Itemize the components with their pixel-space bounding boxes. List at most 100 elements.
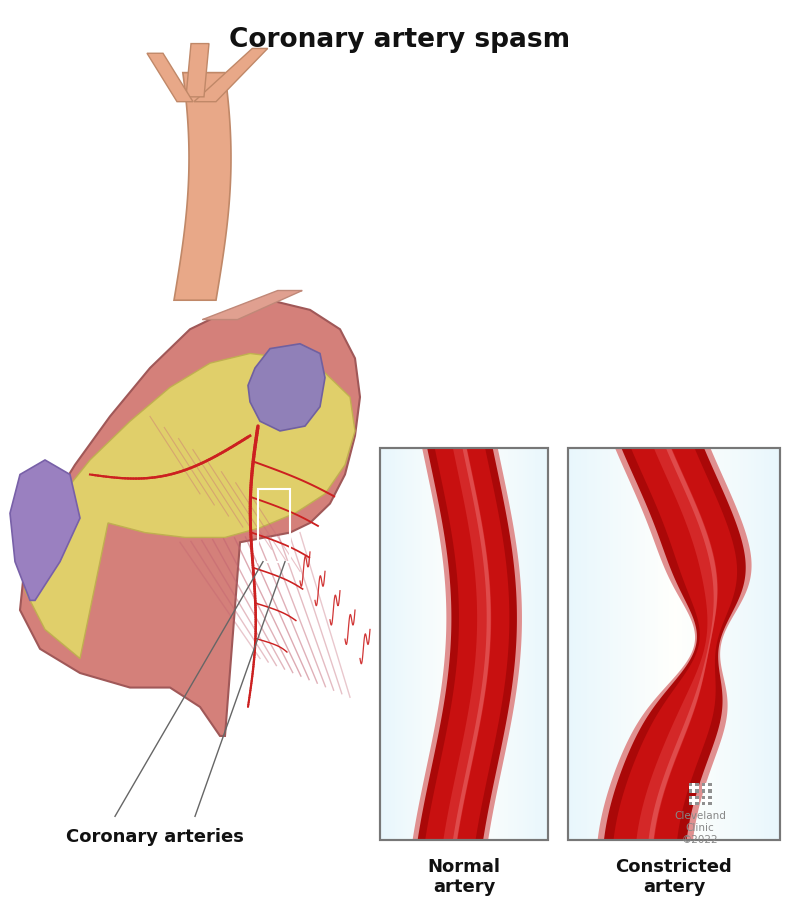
Bar (411, 449, 414, 840)
Text: Coronary arteries: Coronary arteries (66, 828, 244, 846)
Bar (702, 796, 711, 806)
Bar (748, 449, 752, 840)
Bar (626, 449, 630, 840)
Bar (447, 449, 450, 840)
Bar (401, 449, 404, 840)
Bar (735, 449, 738, 840)
Bar (470, 449, 474, 840)
Bar (386, 449, 390, 840)
Bar (584, 449, 587, 840)
Bar (430, 449, 434, 840)
Bar (740, 449, 744, 840)
Bar (616, 449, 619, 840)
Text: Constricted
artery: Constricted artery (616, 858, 732, 896)
Polygon shape (147, 53, 193, 102)
Bar (592, 449, 595, 840)
Bar (428, 449, 431, 840)
Bar (437, 449, 440, 840)
Bar (500, 449, 503, 840)
Bar (474, 449, 478, 840)
Polygon shape (649, 449, 718, 840)
Bar (477, 449, 480, 840)
Bar (405, 449, 408, 840)
Polygon shape (418, 449, 517, 840)
Bar (689, 783, 698, 793)
Bar (380, 449, 548, 840)
Polygon shape (194, 49, 268, 102)
Bar (719, 449, 722, 840)
Bar (770, 449, 773, 840)
Bar (451, 449, 454, 840)
Bar (671, 449, 675, 840)
Bar (702, 798, 711, 802)
Bar (416, 449, 419, 840)
Bar (738, 449, 742, 840)
Bar (546, 449, 549, 840)
Bar (523, 449, 526, 840)
Bar (445, 449, 448, 840)
Bar (730, 449, 734, 840)
Bar (494, 449, 497, 840)
Bar (521, 449, 524, 840)
Bar (600, 449, 603, 840)
Polygon shape (598, 449, 751, 840)
Bar (634, 449, 638, 840)
Bar (705, 796, 708, 806)
Bar (714, 449, 718, 840)
Bar (711, 449, 714, 840)
Bar (602, 449, 606, 840)
Bar (746, 449, 749, 840)
Bar (605, 449, 609, 840)
Bar (629, 449, 633, 840)
Bar (506, 449, 509, 840)
Bar (483, 449, 486, 840)
Bar (772, 449, 776, 840)
Bar (647, 449, 651, 840)
Bar (692, 783, 695, 793)
Bar (462, 449, 465, 840)
Bar (610, 449, 614, 840)
Bar (410, 449, 413, 840)
Bar (702, 786, 711, 789)
Bar (754, 449, 757, 840)
Bar (504, 449, 507, 840)
Bar (514, 449, 518, 840)
Bar (495, 449, 498, 840)
Text: Cleveland
Clinic
©2022: Cleveland Clinic ©2022 (674, 812, 726, 845)
Bar (481, 449, 484, 840)
Bar (393, 449, 396, 840)
Bar (389, 449, 391, 840)
Bar (418, 449, 421, 840)
Bar (655, 449, 659, 840)
Bar (420, 449, 423, 840)
Bar (722, 449, 726, 840)
Bar (621, 449, 625, 840)
Bar (608, 449, 611, 840)
Bar (702, 783, 711, 793)
Polygon shape (10, 460, 80, 601)
Bar (701, 449, 704, 840)
Bar (724, 449, 728, 840)
Bar (764, 449, 768, 840)
Polygon shape (443, 449, 491, 840)
Polygon shape (186, 43, 209, 97)
Bar (727, 449, 730, 840)
Bar (578, 449, 582, 840)
Bar (766, 449, 770, 840)
Bar (485, 449, 488, 840)
Bar (468, 449, 471, 840)
Bar (637, 449, 641, 840)
Bar (666, 449, 670, 840)
Bar (472, 449, 475, 840)
Bar (539, 449, 542, 840)
Bar (693, 449, 696, 840)
Polygon shape (637, 449, 718, 840)
Bar (689, 796, 698, 806)
Text: Normal
artery: Normal artery (427, 858, 501, 896)
Bar (594, 449, 598, 840)
Bar (490, 449, 492, 840)
Bar (458, 449, 461, 840)
Bar (443, 449, 446, 840)
Bar (502, 449, 505, 840)
Bar (568, 449, 572, 840)
